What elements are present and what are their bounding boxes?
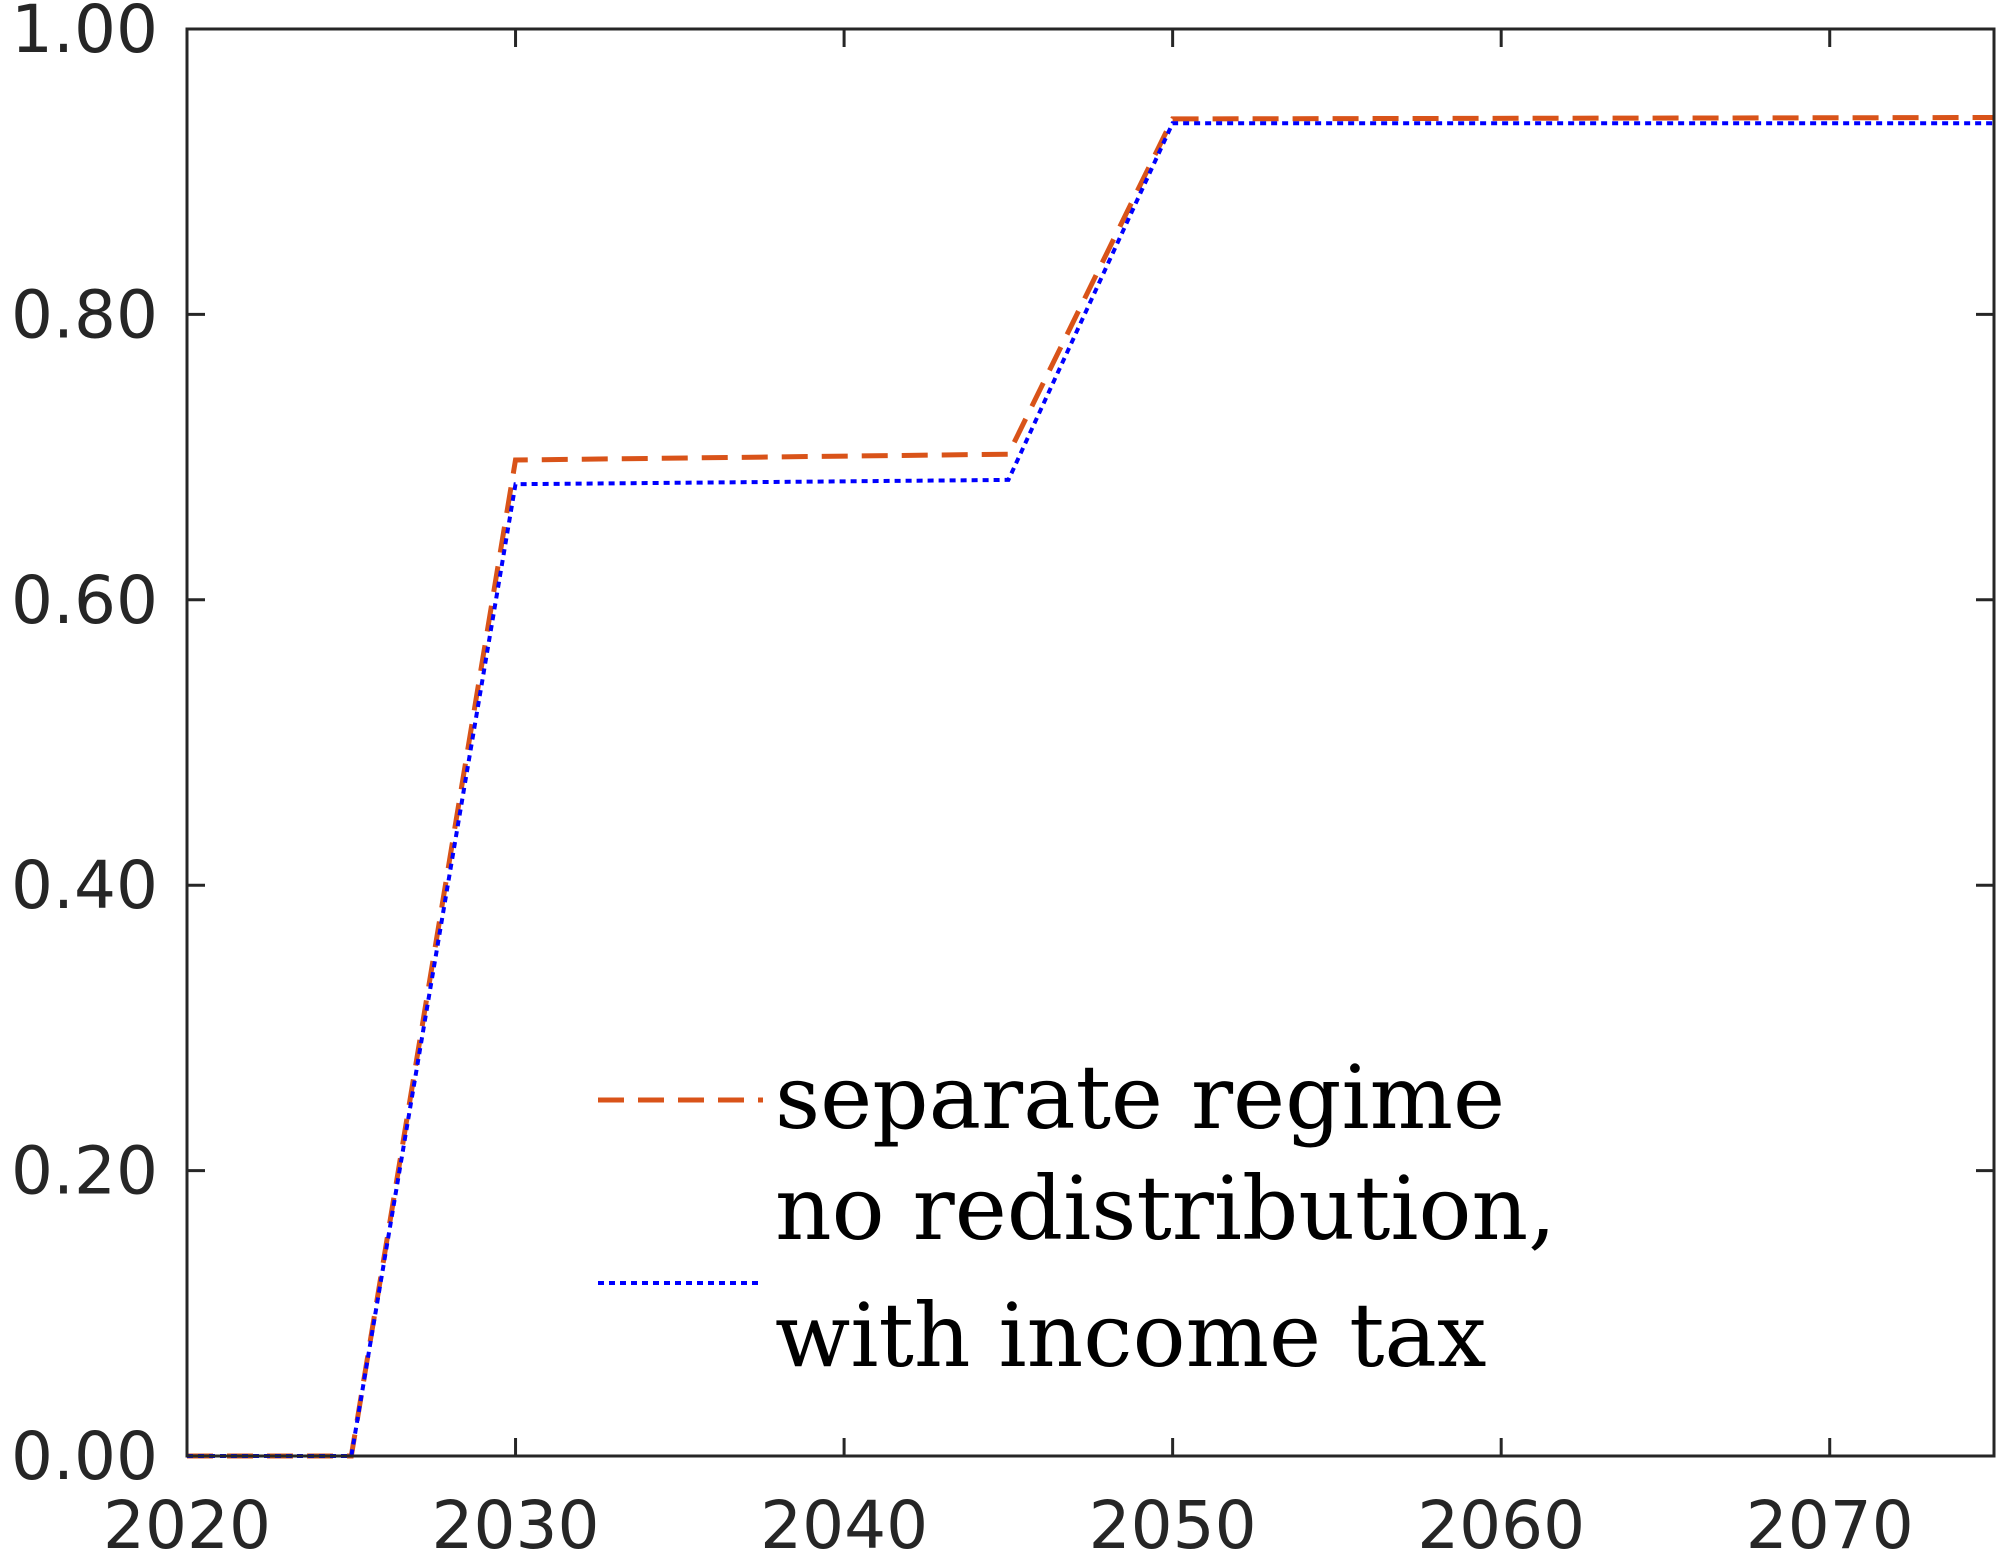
legend-label-no-redistribution: no redistribution,	[775, 1157, 1556, 1260]
y-tick-label: 0.40	[11, 847, 158, 924]
y-tick-label: 0.20	[11, 1133, 158, 1210]
x-tick-label: 2040	[760, 1487, 928, 1554]
legend-label-separate-regime: separate regime	[775, 1046, 1505, 1149]
y-tick-label: 0.00	[11, 1418, 158, 1495]
plot-area-frame	[185, 27, 1996, 1458]
x-tick-label: 2020	[103, 1487, 271, 1554]
legend: separate regime no redistribution, with …	[598, 1046, 1556, 1387]
y-tick-labels: 0.00 0.20 0.40 0.60 0.80 1.00	[11, 0, 158, 1495]
y-tick-label: 0.60	[11, 562, 158, 639]
x-tick-label: 2060	[1417, 1487, 1585, 1554]
x-tick-label: 2070	[1746, 1487, 1914, 1554]
y-tick-label: 0.80	[11, 276, 158, 353]
x-tick-label: 2030	[432, 1487, 600, 1554]
legend-label-with-income-tax: with income tax	[775, 1284, 1487, 1387]
x-tick-labels: 2020 2030 2040 2050 2060 2070	[103, 1487, 1914, 1554]
x-tick-label: 2050	[1089, 1487, 1257, 1554]
y-tick-label: 1.00	[11, 0, 158, 68]
